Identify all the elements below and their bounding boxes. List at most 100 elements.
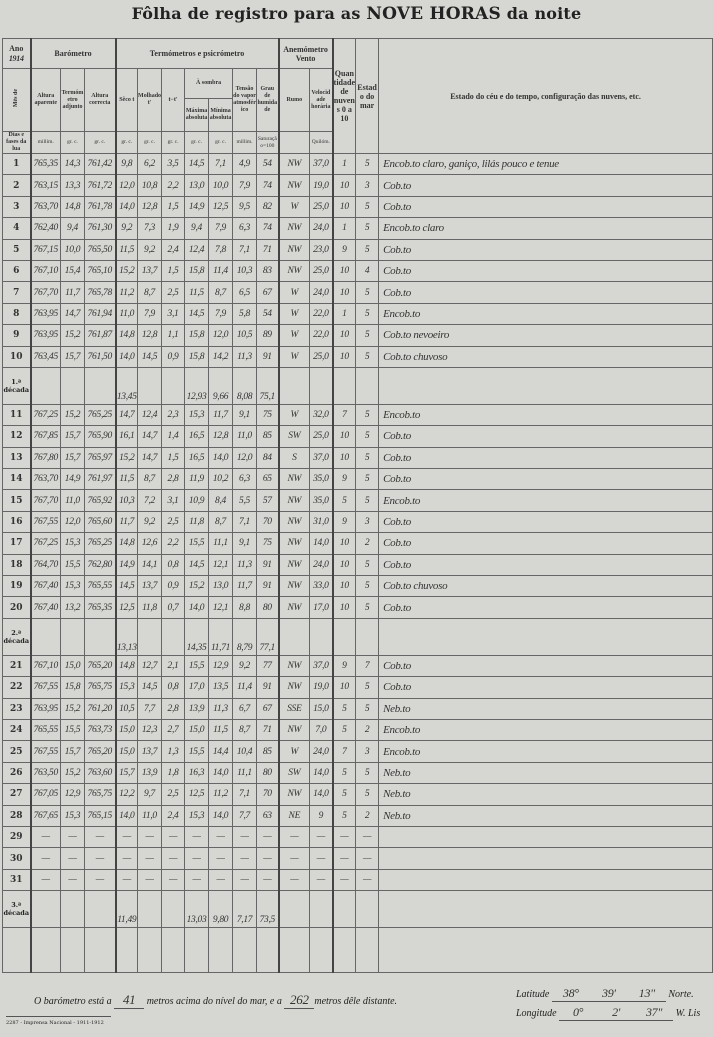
- cell-estado-ceu: Neb.to: [378, 783, 713, 806]
- cell-altura-correcta: 763,60: [83, 761, 117, 785]
- table-row: 1 765,35 14,3 761,42 9,8 6,2 3,5 14,5 7,1 4,9 54 NW…: [2, 152, 713, 176]
- col-velocidade: Velocidade horária: [309, 68, 334, 132]
- col-altura-aparente: Altura aparente: [29, 68, 61, 132]
- cell-rumo: SSE: [277, 697, 311, 720]
- cell-nuvens: 10: [331, 281, 357, 304]
- cell-maxima: 17,0: [184, 676, 210, 699]
- cell-molhado: 12,7: [137, 654, 163, 678]
- cell-tensao: 7,17: [232, 890, 258, 929]
- cell-altura-aparente: 767,05: [29, 783, 61, 806]
- cell-maxima: 14,0: [184, 596, 210, 619]
- cell-tensao: 6,3: [232, 468, 258, 491]
- cell-rumo: NW: [277, 676, 311, 699]
- cell-molhado: 7,7: [137, 697, 163, 720]
- cell-termometro-adjunto: 14,9: [60, 468, 85, 491]
- cell-molhado: 8,7: [137, 468, 163, 491]
- cell-nuvens: 5: [331, 761, 357, 785]
- cell-nuvens: 10: [331, 553, 357, 577]
- cell-diferenca: 3,5: [161, 152, 186, 176]
- cell-estado-ceu: [378, 868, 713, 892]
- cell-velocidade: [309, 890, 334, 929]
- col-termometro-adjunto: Termómetro adjunto: [60, 68, 85, 132]
- cell-tensao: —: [232, 825, 258, 849]
- cell-humidade: 75: [256, 532, 280, 555]
- cell-maxima: 14,5: [184, 302, 210, 326]
- cell-termometro-adjunto: 12,9: [60, 783, 85, 806]
- cell-diferenca: 2,8: [161, 697, 186, 720]
- cell-seco: 15,2: [114, 446, 139, 470]
- cell-minima: 12,5: [208, 195, 234, 219]
- blank-cell: [355, 927, 380, 974]
- cell-estado-mar: 5: [355, 468, 380, 491]
- day-number: 5: [2, 238, 31, 261]
- cell-seco: 15,0: [114, 718, 139, 742]
- cell-altura-correcta: 765,10: [83, 259, 117, 283]
- table-row: 28 767,65 15,3 765,15 14,0 11,0 2,4 15,3 14,0 7,7…: [2, 804, 713, 827]
- cell-tensao: 9,1: [232, 403, 258, 427]
- cell-rumo: NW: [277, 654, 311, 678]
- cell-estado-ceu: Cob.to nevoeiro: [378, 324, 713, 347]
- cell-altura-aparente: 767,65: [29, 804, 61, 827]
- cell-estado-ceu: Cob.to: [378, 468, 713, 491]
- cell-seco: 11,7: [114, 510, 139, 534]
- cell-seco: 14,0: [114, 804, 139, 827]
- day-number: 17: [2, 532, 31, 555]
- cell-altura-correcta: 762,80: [83, 553, 117, 577]
- cell-velocidade: 35,0: [309, 489, 334, 512]
- cell-termometro-adjunto: 15,0: [60, 654, 85, 678]
- day-number: 2: [2, 174, 31, 197]
- cell-humidade: 71: [256, 238, 280, 261]
- cell-maxima: 14,9: [184, 195, 210, 219]
- cell-rumo: NW: [277, 468, 311, 491]
- cell-maxima: 15,8: [184, 345, 210, 368]
- cell-estado-ceu: Cob.to: [378, 510, 713, 534]
- cell-estado-ceu: Cob.to chuvoso: [378, 575, 713, 598]
- cell-altura-aparente: 767,10: [29, 259, 61, 283]
- cell-rumo: NW: [277, 152, 311, 176]
- cell-rumo: NW: [277, 174, 311, 197]
- days-label: Dias e fases da lua: [2, 131, 31, 154]
- day-number: 3: [2, 195, 31, 219]
- cell-diferenca: 2,1: [161, 654, 186, 678]
- cell-maxima: 14,5: [184, 553, 210, 577]
- cell-molhado: 9,2: [137, 510, 163, 534]
- cell-humidade: 77: [256, 654, 280, 678]
- cell-estado-mar: 5: [355, 446, 380, 470]
- cell-tensao: 7,9: [232, 174, 258, 197]
- cell-nuvens: 10: [331, 596, 357, 619]
- cell-altura-aparente: —: [29, 825, 61, 849]
- cell-seco: 12,5: [114, 596, 139, 619]
- cell-humidade: 70: [256, 510, 280, 534]
- cell-altura-correcta: —: [83, 847, 117, 870]
- unit-label: gr. c.: [60, 131, 85, 154]
- cell-termometro-adjunto: —: [60, 868, 85, 892]
- blank-cell: [232, 927, 258, 974]
- cell-estado-mar: 5: [355, 152, 380, 176]
- cell-maxima: 15,3: [184, 403, 210, 427]
- blank-cell: [60, 927, 85, 974]
- day-number: 15: [2, 489, 31, 512]
- cell-maxima: 11,8: [184, 510, 210, 534]
- day-number: 16: [2, 510, 31, 534]
- cell-seco: 14,9: [114, 553, 139, 577]
- cell-molhado: [137, 890, 163, 929]
- cloud-quantity-header: Quantidade de nuvens 0 a 10: [331, 38, 357, 154]
- cell-estado-ceu: Cob.to: [378, 238, 713, 261]
- day-number: 24: [2, 718, 31, 742]
- day-number: 9: [2, 324, 31, 347]
- cell-nuvens: [331, 617, 357, 656]
- cell-humidade: —: [256, 825, 280, 849]
- cell-tensao: 8,8: [232, 596, 258, 619]
- cell-diferenca: —: [161, 847, 186, 870]
- table-row: 15 767,70 11,0 765,92 10,3 7,2 3,1 10,9 8,4 5,5 57…: [2, 489, 713, 512]
- cell-estado-mar: —: [355, 847, 380, 870]
- cell-nuvens: —: [331, 868, 357, 892]
- cell-nuvens: 7: [331, 740, 357, 763]
- barometer-header: Barómetro: [29, 38, 117, 69]
- cell-maxima: 15,0: [184, 718, 210, 742]
- blank-cell: [309, 927, 334, 974]
- cell-estado-mar: 3: [355, 174, 380, 197]
- cell-velocidade: 31,0: [309, 510, 334, 534]
- cell-estado-ceu: Encob.to: [378, 302, 713, 326]
- cell-diferenca: 0,9: [161, 575, 186, 598]
